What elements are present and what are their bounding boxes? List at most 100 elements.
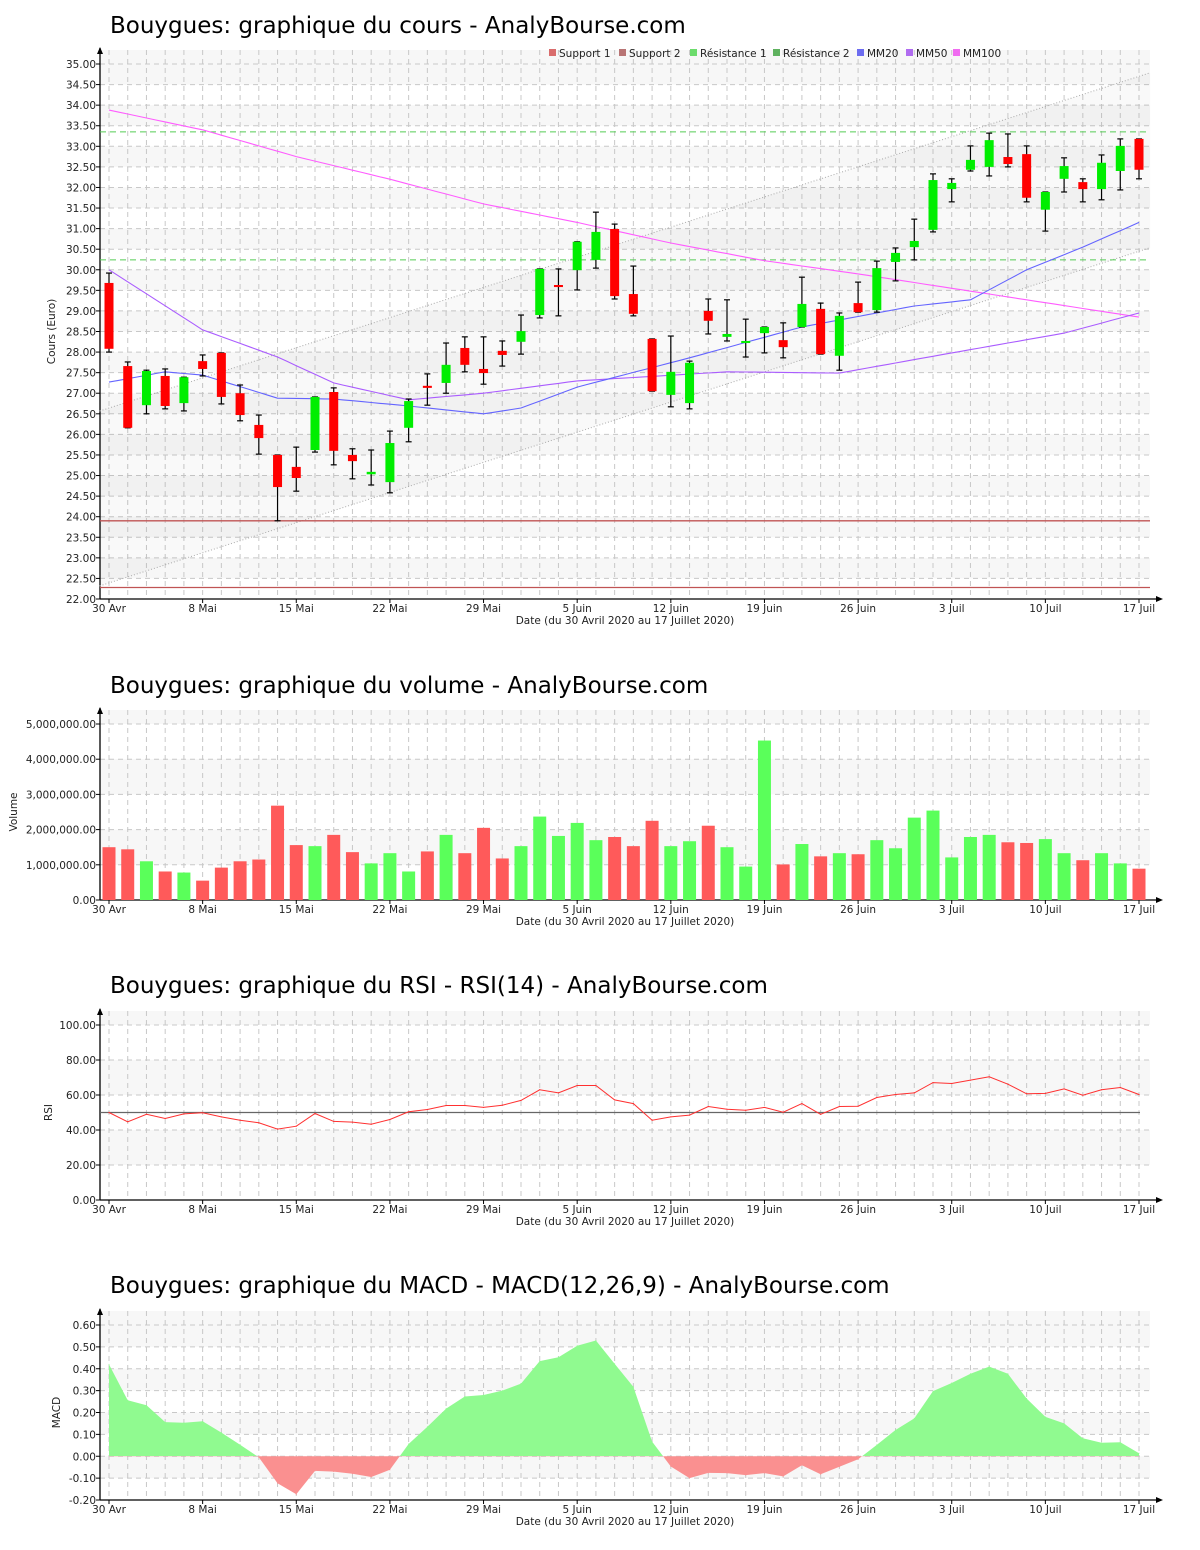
rsi-point [1026, 1093, 1028, 1095]
rsi-point [651, 1119, 653, 1121]
grid-band [100, 64, 1150, 85]
trend-channel-line [99, 247, 1151, 587]
x-tick-label: 17 Juil [1123, 603, 1155, 615]
rsi-point [726, 1108, 728, 1110]
volume-bar [533, 816, 547, 900]
rsi-point [595, 1084, 597, 1087]
y-tick-label: 34.50 [66, 80, 96, 92]
x-tick-label: 12 Juin [653, 904, 689, 916]
legend-label: Support 1 [559, 48, 611, 60]
x-tick-label: 12 Juin [653, 603, 689, 615]
rsi-point [894, 1093, 897, 1096]
y-tick-label: 0.30 [73, 1386, 96, 1398]
macd-point [1119, 1441, 1121, 1443]
legend-label: Résistance 2 [783, 48, 850, 60]
rsi-point [370, 1123, 372, 1125]
y-tick-label: 26.00 [66, 429, 96, 441]
macd-point [108, 1363, 110, 1365]
candle-down [553, 284, 563, 288]
y-tick-label: 34.00 [66, 100, 96, 112]
rsi-point [1007, 1083, 1009, 1085]
candle-up [685, 362, 695, 404]
x-tick-label: 8 Mai [188, 603, 216, 615]
y-tick-label: 24.50 [66, 491, 96, 503]
x-tick-label: 30 Avr [92, 603, 126, 615]
y-tick-label: 20.00 [66, 1160, 96, 1172]
legend-swatch [857, 49, 864, 56]
rsi-point [501, 1104, 503, 1106]
y-tick-label: 29.50 [66, 285, 96, 297]
x-tick-label: 17 Juil [1123, 904, 1155, 916]
x-tick-label: 17 Juil [1123, 1504, 1155, 1516]
volume-bar [982, 834, 996, 900]
candle-up [366, 471, 376, 475]
y-axis-arrow [97, 47, 103, 54]
volume-bar [233, 861, 247, 900]
y-tick-label: -0.20 [69, 1495, 96, 1507]
macd-point [333, 1471, 335, 1473]
rsi-point [445, 1104, 447, 1107]
rsi-point [988, 1076, 990, 1078]
x-axis-arrow [1156, 596, 1163, 602]
y-tick-label: 2,000,000.00 [26, 825, 96, 837]
x-tick-label: 15 Mai [279, 904, 314, 916]
volume-bar [832, 853, 846, 900]
volume-bar [1020, 842, 1034, 900]
y-axis-arrow [97, 707, 103, 714]
macd-point [1044, 1416, 1046, 1418]
y-tick-label: 0.20 [73, 1408, 96, 1420]
volume-bar [720, 847, 734, 900]
y-tick-label: 23.00 [66, 553, 96, 565]
y-axis-label: MACD [51, 1397, 63, 1428]
rsi-point [632, 1102, 634, 1105]
macd-point [857, 1458, 859, 1460]
rsi-point [145, 1113, 148, 1115]
macd-point [483, 1394, 485, 1396]
rsi-point [389, 1118, 391, 1121]
rsi-point [913, 1092, 915, 1094]
grid-band [100, 1311, 1150, 1325]
macd-point [389, 1469, 391, 1471]
grid-band [100, 475, 1150, 497]
y-tick-label: 28.50 [66, 327, 96, 339]
x-tick-label: 8 Mai [188, 904, 216, 916]
rsi-point [127, 1121, 129, 1123]
grid-band [100, 434, 1150, 455]
macd-point [876, 1444, 878, 1446]
rsi-point [557, 1092, 560, 1094]
candle-up [310, 396, 320, 451]
rsi-point [782, 1111, 784, 1113]
grid-band [100, 105, 1150, 126]
macd-point [202, 1420, 204, 1422]
legend-label: Résistance 1 [700, 48, 767, 60]
y-axis-label: RSI [43, 1104, 55, 1121]
y-axis-arrow [97, 1308, 103, 1315]
volume-bar [439, 834, 453, 900]
rsi-point [482, 1106, 485, 1109]
volume-bar [551, 835, 565, 900]
rsi-point [408, 1111, 410, 1113]
macd-point [763, 1472, 765, 1474]
candle-up [441, 364, 451, 383]
x-tick-label: 19 Juin [746, 603, 782, 615]
macd-chart: Bouygues: graphique du MACD - MACD(12,26… [51, 1273, 1163, 1528]
volume-bar [1001, 842, 1015, 900]
x-axis-caption: Date (du 30 Avril 2020 au 17 Juillet 202… [516, 1216, 735, 1228]
y-tick-label: 0.00 [73, 1451, 96, 1463]
candle-down [329, 391, 339, 451]
x-axis-caption: Date (du 30 Avril 2020 au 17 Juillet 202… [516, 916, 735, 928]
x-tick-label: 29 Mai [466, 904, 501, 916]
y-tick-label: 0.00 [73, 895, 96, 907]
candle-down [1078, 182, 1088, 190]
y-tick-label: 22.50 [66, 573, 96, 585]
x-tick-label: 15 Mai [279, 603, 314, 615]
y-tick-label: 80.00 [66, 1055, 96, 1067]
rsi-point [1044, 1092, 1046, 1095]
volume-bar [589, 840, 603, 900]
macd-point [258, 1456, 260, 1458]
macd-point [707, 1472, 709, 1474]
candle-up [722, 333, 732, 337]
macd-point [1082, 1437, 1084, 1439]
rsi-point [539, 1089, 541, 1091]
grid-band [100, 759, 1150, 795]
